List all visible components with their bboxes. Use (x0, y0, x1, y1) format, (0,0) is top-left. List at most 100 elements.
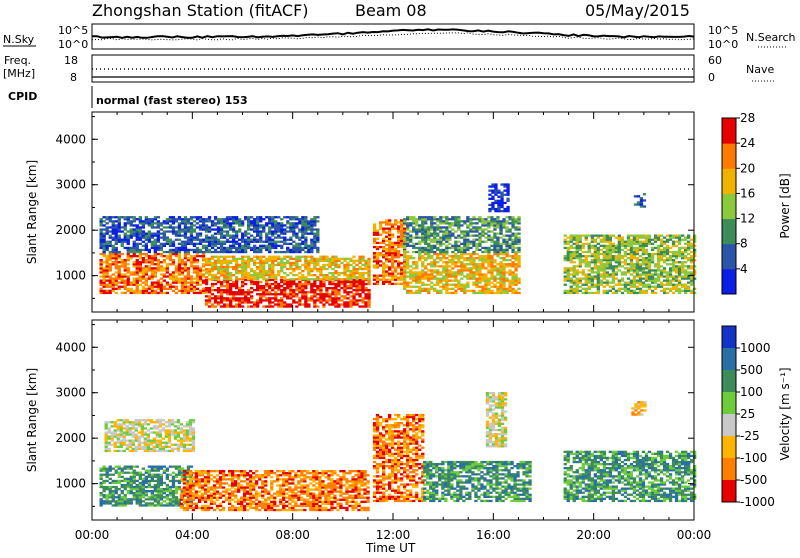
power-cell (633, 275, 636, 277)
power-cell (295, 218, 298, 220)
power-cell (172, 261, 175, 263)
power-cell (184, 263, 187, 265)
power-cell (295, 293, 298, 295)
power-cell (418, 216, 421, 218)
power-cell (238, 218, 241, 220)
power-cell (136, 261, 139, 263)
power-cell (175, 249, 178, 251)
power-cell (424, 271, 427, 273)
power-cell (292, 233, 295, 235)
power-cell (190, 288, 193, 290)
power-cell (265, 233, 268, 235)
power-cell (514, 253, 517, 255)
power-cell (454, 247, 457, 249)
power-cell (112, 220, 115, 222)
power-cell (133, 216, 136, 218)
power-cell (127, 257, 130, 259)
power-cell (663, 243, 666, 245)
power-cell (130, 233, 133, 235)
power-cell (445, 263, 448, 265)
power-cell (256, 224, 259, 226)
power-cell (633, 257, 636, 259)
power-cell (106, 228, 109, 230)
power-cell (223, 237, 226, 239)
velocity-cell (121, 472, 124, 474)
power-cell (499, 280, 502, 282)
power-cell (274, 285, 277, 287)
power-cell (136, 267, 139, 269)
power-cell (310, 239, 313, 241)
power-cell (636, 265, 639, 267)
power-cell (454, 275, 457, 277)
power-cell (319, 299, 322, 301)
power-cell (229, 274, 232, 276)
power-cell (214, 264, 217, 266)
power-cell (106, 269, 109, 271)
power-cell (184, 230, 187, 232)
power-cell (250, 283, 253, 285)
power-cell (328, 281, 331, 283)
power-cell (280, 218, 283, 220)
power-cell (163, 237, 166, 239)
velocity-cell (124, 480, 127, 482)
power-cell (235, 299, 238, 301)
power-cell (573, 261, 576, 263)
power-cell (448, 230, 451, 232)
power-cell (139, 239, 142, 241)
power-cell (508, 282, 511, 284)
power-cell (205, 241, 208, 243)
velocity-cell (115, 482, 118, 484)
power-cell (597, 282, 600, 284)
power-cell (148, 292, 151, 294)
power-cell (352, 256, 355, 258)
power-cell (247, 224, 250, 226)
power-cell (217, 289, 220, 291)
power-cell (681, 263, 684, 265)
power-cell (651, 290, 654, 292)
power-cell (358, 279, 361, 281)
power-cell (466, 290, 469, 292)
power-cell (235, 262, 238, 264)
power-cell (106, 218, 109, 220)
power-cell (457, 286, 460, 288)
power-cell (328, 295, 331, 297)
power-cell (493, 265, 496, 267)
power-cell (274, 233, 277, 235)
power-cell (304, 243, 307, 245)
power-cell (403, 245, 406, 247)
power-cell (298, 266, 301, 268)
power-cell (373, 258, 376, 260)
power-cell (211, 303, 214, 305)
power-cell (418, 251, 421, 253)
power-cell (193, 220, 196, 222)
power-cell (289, 283, 292, 285)
power-cell (376, 254, 379, 256)
power-cell (334, 270, 337, 272)
power-cell (615, 251, 618, 253)
power-cell (666, 284, 669, 286)
power-cell (100, 267, 103, 269)
power-cell (609, 261, 612, 263)
power-cell (286, 251, 289, 253)
power-cell (361, 278, 364, 280)
power-cell (517, 251, 520, 253)
power-cell (118, 288, 121, 290)
power-cell (654, 241, 657, 243)
power-cell (244, 270, 247, 272)
power-cell (382, 232, 385, 234)
power-cell (163, 251, 166, 253)
power-cell (253, 262, 256, 264)
power-cell (639, 243, 642, 245)
power-cell (124, 218, 127, 220)
power-cell (343, 268, 346, 270)
velocity-cell (121, 470, 124, 472)
power-cell (397, 264, 400, 266)
power-cell (517, 280, 520, 282)
power-cell (636, 286, 639, 288)
power-cell (496, 224, 499, 226)
power-cell (118, 265, 121, 267)
power-cell (678, 255, 681, 257)
power-cell (271, 268, 274, 270)
power-cell (298, 285, 301, 287)
power-cell (244, 239, 247, 241)
